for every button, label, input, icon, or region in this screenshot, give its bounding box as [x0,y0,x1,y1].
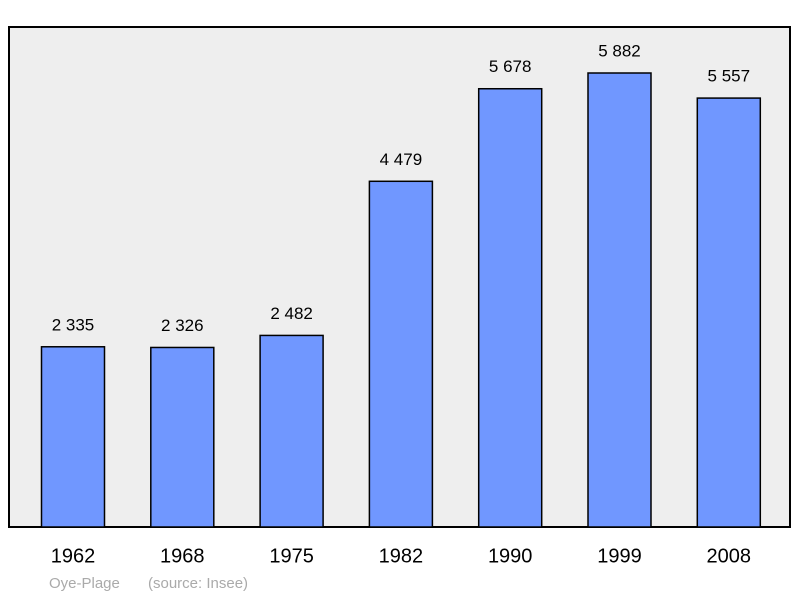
bar [150,346,215,528]
value-label: 2 482 [270,304,313,323]
value-label: 2 335 [52,315,95,334]
bar [40,346,106,528]
bar [587,72,652,528]
source: (source: Insee) [148,575,248,592]
x-tick-label: 2008 [707,545,752,567]
x-tick-label: 1982 [379,545,424,567]
value-label: 2 326 [161,316,204,335]
x-tick-label: 1968 [160,545,205,567]
x-tick-label: 1962 [51,545,96,567]
caption: Oye-Plage [49,575,120,592]
bar [477,87,543,528]
bar [696,97,762,528]
value-label: 5 882 [598,41,641,60]
value-label: 4 479 [380,150,423,169]
bar [259,334,324,528]
value-label: 5 678 [489,57,532,76]
x-tick-label: 1990 [488,545,533,567]
x-tick-label: 1975 [269,545,314,567]
value-label: 5 557 [708,67,751,86]
bar [368,180,434,528]
x-tick-label: 1999 [597,545,642,567]
